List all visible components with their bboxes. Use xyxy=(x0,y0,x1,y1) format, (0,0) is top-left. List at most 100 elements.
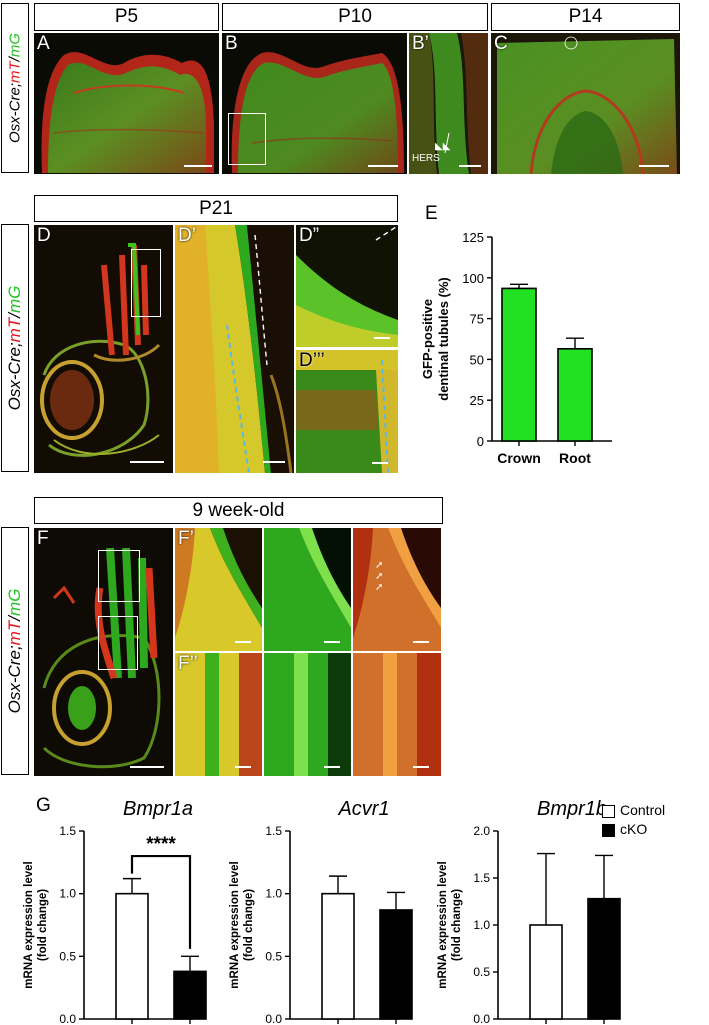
slash-text: / xyxy=(6,57,24,62)
panel-f-double-prime-red-image xyxy=(353,653,441,776)
scale-bar xyxy=(130,766,164,768)
panel-d-prime-image xyxy=(175,225,294,473)
panel-f-prime-label: F’ xyxy=(178,528,194,549)
slash-text: / xyxy=(5,616,24,621)
y-tick-label: 1.5 xyxy=(265,824,282,838)
y-tick-label: 2.0 xyxy=(473,824,490,838)
hers-label: HERS xyxy=(412,153,440,164)
mt-text: mT xyxy=(5,620,24,646)
scale-bar xyxy=(413,766,429,768)
panel-c-tooth-image xyxy=(491,33,680,174)
legend-control-label: Control xyxy=(620,802,666,818)
panel-f-label: F xyxy=(37,528,49,549)
bar xyxy=(587,897,621,1020)
y-axis-label: mRNA expression level xyxy=(23,861,35,988)
y-axis-label: GFP-positive xyxy=(420,299,435,379)
panel-f-upper-inset-box xyxy=(98,550,140,602)
genotype-text: Osx-Cre; xyxy=(6,83,24,144)
panel-d-prime-micrograph: D’ xyxy=(175,225,294,473)
panel-f-prime-red-image xyxy=(353,528,441,651)
panel-f-prime-green-channel xyxy=(264,528,351,651)
panel-c-label: C xyxy=(494,33,508,54)
panel-d-double-prime-image xyxy=(296,226,398,347)
y-tick-label: 0 xyxy=(477,434,484,449)
y-axis-label: dentinal tubules (%) xyxy=(436,277,451,401)
panel-b-tooth-image xyxy=(231,52,404,173)
row3-side-label-box: Osx-Cre;mT/mG xyxy=(1,527,29,775)
scale-bar xyxy=(184,165,212,167)
slash-text: / xyxy=(5,313,24,318)
scale-bar xyxy=(235,641,251,643)
bar xyxy=(379,909,413,1020)
genotype-text: Osx-Cre; xyxy=(5,645,24,714)
panel-b-prime-label: B’ xyxy=(412,33,429,54)
bar xyxy=(321,892,355,1020)
chart-title: Bmpr1b xyxy=(537,798,607,820)
bar xyxy=(115,892,149,1020)
scale-bar xyxy=(368,165,398,167)
significance-bracket xyxy=(130,854,192,949)
panel-f-double-prime-merge: F’’ xyxy=(175,653,262,776)
bar xyxy=(529,924,563,1020)
panel-d-label: D xyxy=(37,225,51,246)
x-tick-label: Root xyxy=(559,450,591,466)
y-tick-label: 1.5 xyxy=(473,871,490,885)
panel-d-jaw-image xyxy=(40,243,161,457)
chart-title: Acvr1 xyxy=(337,798,389,820)
scale-bar xyxy=(324,641,340,643)
y-tick-label: 50 xyxy=(470,352,484,367)
panel-f-double-prime-red-channel xyxy=(353,653,441,776)
legend-control-swatch xyxy=(602,805,615,818)
panel-d-triple-prime-micrograph: D’’’ xyxy=(296,350,398,473)
panel-g-label: G xyxy=(36,795,51,816)
scale-bar xyxy=(263,461,285,463)
legend: Control cKO xyxy=(602,802,708,843)
scale-bar xyxy=(639,165,669,167)
y-tick-label: 0.0 xyxy=(265,1012,282,1025)
arrow-icon: ➚ ➚ ➚ xyxy=(375,560,384,593)
panel-b-prime-micrograph: B’ HERS ◣◣ xyxy=(409,33,488,174)
y-tick-label: 0.5 xyxy=(473,965,490,979)
row1-side-label: Osx-Cre;mT/mG xyxy=(7,33,24,143)
panel-b-micrograph: B xyxy=(222,33,407,174)
panel-f-prime-red-channel: ➚ ➚ ➚ xyxy=(353,528,441,651)
x-tick-label: Crown xyxy=(497,450,541,466)
header-p21: P21 xyxy=(34,195,398,222)
panel-d-double-prime-micrograph: D” xyxy=(296,225,398,347)
header-p5: P5 xyxy=(34,3,219,31)
scale-bar xyxy=(374,337,390,339)
bar xyxy=(173,970,207,1020)
scale-bar xyxy=(372,462,388,464)
mt-text: mT xyxy=(5,317,24,343)
y-tick-label: 1.0 xyxy=(265,887,282,901)
scale-bar xyxy=(459,165,481,167)
y-tick-label: 1.5 xyxy=(59,824,76,838)
panel-f-double-prime-label: F’’ xyxy=(178,653,198,674)
panel-d-double-prime-label: D” xyxy=(299,225,320,246)
y-axis-label: mRNA expression level xyxy=(437,861,449,988)
arrowhead-icon: ◣◣ xyxy=(435,141,451,152)
panel-b-label: B xyxy=(225,33,238,54)
panel-f-double-prime-green-channel xyxy=(264,653,351,776)
panel-f-prime-merge: F’ xyxy=(175,528,262,651)
y-axis-label: (fold change) xyxy=(451,889,463,961)
y-tick-label: 0.0 xyxy=(473,1012,490,1025)
mg-text: mG xyxy=(6,32,24,58)
legend-cko-label: cKO xyxy=(620,821,648,837)
panel-e-chart: 0 25 50 75 100 125 Crown Root GFP-positive dentin… xyxy=(420,230,612,466)
y-tick-label: 25 xyxy=(470,393,484,408)
panel-b-inset-box xyxy=(228,113,266,165)
y-tick-label: 0.5 xyxy=(59,949,76,963)
y-axis-label: mRNA expression level xyxy=(229,861,241,988)
significance-label: **** xyxy=(146,834,176,855)
y-tick-label: 0.0 xyxy=(59,1012,76,1025)
mt-text: mT xyxy=(6,61,24,84)
panel-f-lower-inset-box xyxy=(98,616,138,670)
panel-f-double-prime-green-image xyxy=(264,653,351,776)
y-tick-label: 0.5 xyxy=(265,949,282,963)
y-axis-label: (fold change) xyxy=(243,889,255,961)
row2-side-label-box: Osx-Cre;mT/mG xyxy=(1,224,29,472)
bar xyxy=(557,347,593,442)
header-p14: P14 xyxy=(491,3,680,31)
bar xyxy=(501,287,537,442)
